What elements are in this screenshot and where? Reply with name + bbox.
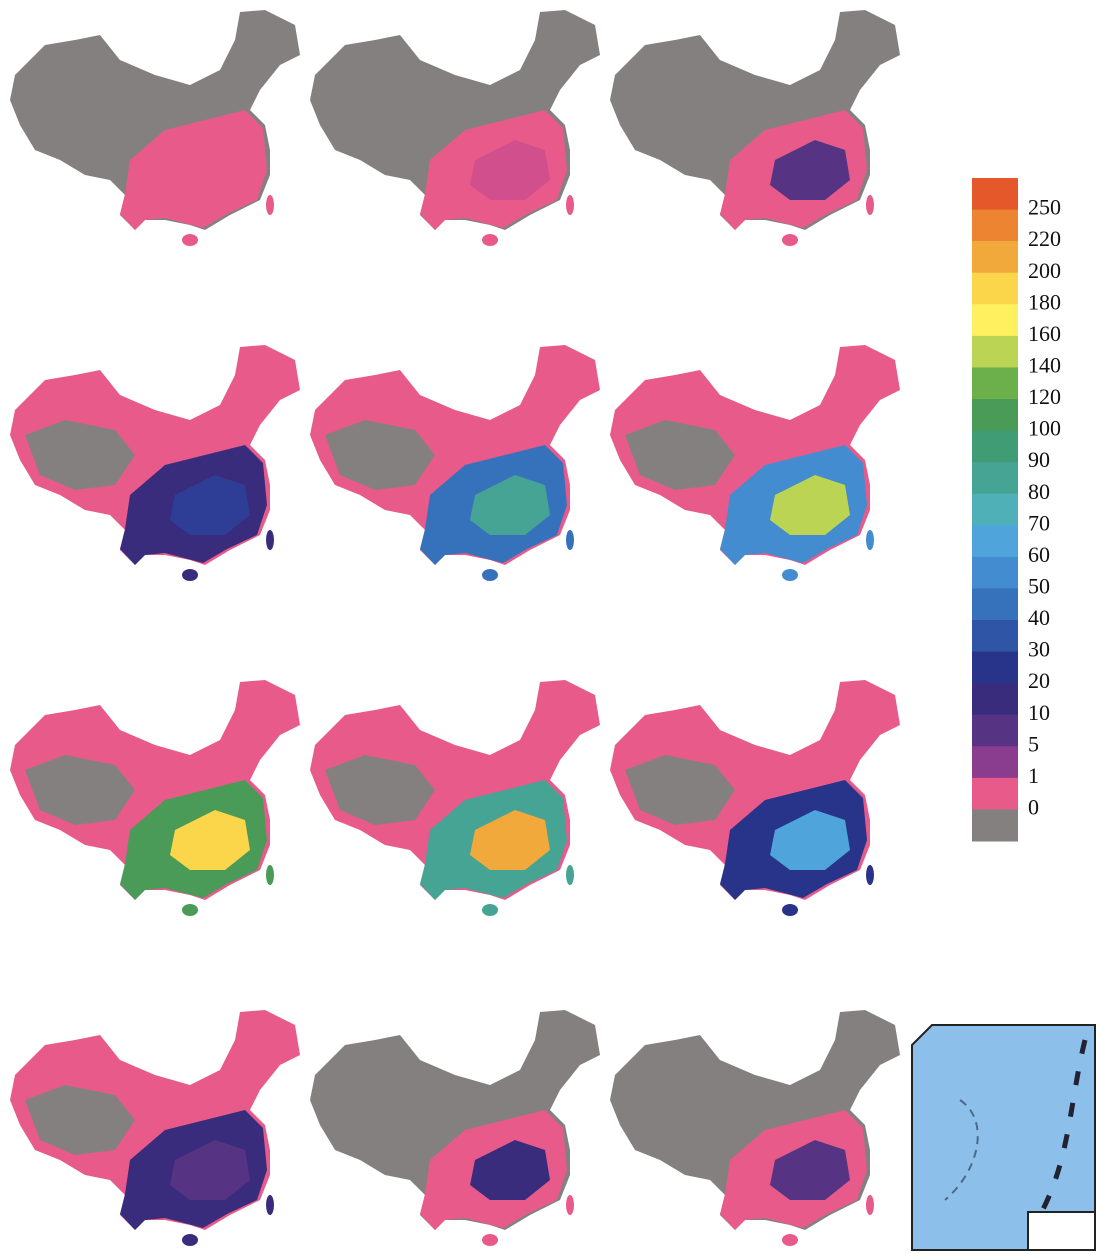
legend-swatch bbox=[972, 620, 1018, 652]
legend-label: 50 bbox=[1028, 573, 1050, 598]
map bbox=[610, 345, 900, 581]
legend-label: 120 bbox=[1028, 384, 1061, 409]
figure: 2502202001801601401201009080706050403020… bbox=[0, 0, 1099, 1254]
map bbox=[610, 1010, 900, 1246]
legend-label: 250 bbox=[1028, 195, 1061, 220]
legend-swatch bbox=[972, 462, 1018, 494]
legend-label: 200 bbox=[1028, 258, 1061, 283]
legend-swatch bbox=[972, 431, 1018, 463]
legend-swatch bbox=[972, 588, 1018, 620]
legend-label: 220 bbox=[1028, 226, 1061, 251]
legend-swatch bbox=[972, 809, 1018, 841]
map bbox=[310, 680, 600, 916]
legend-swatch bbox=[972, 746, 1018, 778]
legend-swatch bbox=[972, 178, 1018, 210]
legend-label: 100 bbox=[1028, 416, 1061, 441]
legend-swatch bbox=[972, 399, 1018, 431]
legend-label: 20 bbox=[1028, 668, 1050, 693]
legend-label: 70 bbox=[1028, 510, 1050, 535]
legend-swatch bbox=[972, 273, 1018, 305]
legend-label: 1 bbox=[1028, 763, 1039, 788]
legend-label: 140 bbox=[1028, 352, 1061, 377]
legend-swatch bbox=[972, 652, 1018, 684]
inset-map bbox=[912, 1025, 1095, 1250]
map bbox=[610, 10, 900, 246]
map bbox=[310, 345, 600, 581]
legend-swatch bbox=[972, 304, 1018, 336]
legend-label: 5 bbox=[1028, 731, 1039, 756]
map bbox=[310, 10, 600, 246]
legend-swatch bbox=[972, 715, 1018, 747]
legend-swatch bbox=[972, 683, 1018, 715]
map bbox=[10, 345, 300, 581]
legend-swatch bbox=[972, 494, 1018, 526]
legend-label: 90 bbox=[1028, 447, 1050, 472]
legend-label: 30 bbox=[1028, 637, 1050, 662]
color-legend: 2502202001801601401201009080706050403020… bbox=[972, 178, 1061, 842]
legend-label: 40 bbox=[1028, 605, 1050, 630]
legend-label: 180 bbox=[1028, 289, 1061, 314]
legend-label: 80 bbox=[1028, 479, 1050, 504]
maps bbox=[10, 10, 900, 1246]
legend-swatch bbox=[972, 210, 1018, 242]
legend-label: 10 bbox=[1028, 700, 1050, 725]
map bbox=[310, 1010, 600, 1246]
legend-label: 60 bbox=[1028, 542, 1050, 567]
map bbox=[10, 1010, 300, 1246]
map bbox=[610, 680, 900, 916]
legend-label: 160 bbox=[1028, 321, 1061, 346]
legend-label: 0 bbox=[1028, 794, 1039, 819]
legend-swatch bbox=[972, 367, 1018, 399]
legend-swatch bbox=[972, 557, 1018, 589]
map bbox=[10, 10, 300, 246]
legend-swatch bbox=[972, 336, 1018, 368]
map bbox=[10, 680, 300, 916]
legend-swatch bbox=[972, 778, 1018, 810]
legend-swatch bbox=[972, 241, 1018, 273]
legend-swatch bbox=[972, 525, 1018, 557]
